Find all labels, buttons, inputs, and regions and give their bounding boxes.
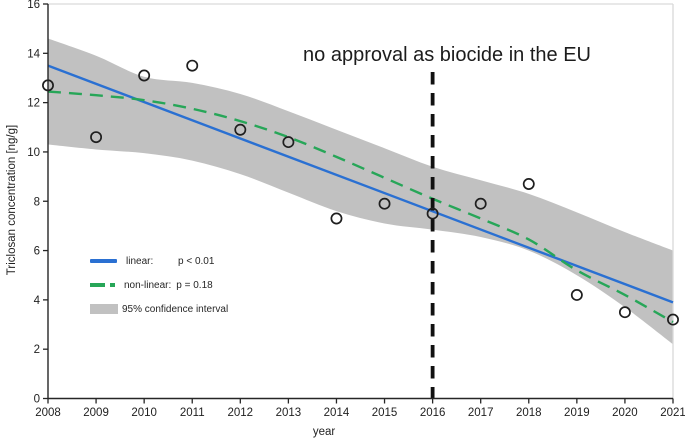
data-point-2014 xyxy=(330,212,343,225)
y-tick-label: 16 xyxy=(27,0,40,11)
data-point-2009 xyxy=(90,131,103,144)
x-tick-label: 2017 xyxy=(468,407,494,419)
data-point-2016 xyxy=(426,207,439,220)
x-tick-label: 2020 xyxy=(612,407,638,419)
data-point-2018 xyxy=(522,178,535,190)
data-point-2019 xyxy=(570,288,583,301)
y-tick-label: 6 xyxy=(34,246,40,258)
legend: linear: p < 0.01 non-linear: p = 0.18 95… xyxy=(90,249,228,321)
x-tick-label: 2013 xyxy=(276,407,302,419)
legend-item-linear: linear: p < 0.01 xyxy=(90,249,228,273)
y-axis-title: Triclosan concentration [ng/g] xyxy=(6,124,18,276)
x-axis-title: year xyxy=(312,426,336,438)
axes: 0 2 4 6 8 10 12 14 16 2008 2009 2010 2011 2012 2013 201… xyxy=(27,0,685,419)
x-tick-label: 2014 xyxy=(324,407,350,419)
confidence-band xyxy=(48,38,673,345)
vline-annotation: no approval as biocide in the EU xyxy=(303,44,591,66)
x-tick-label: 2016 xyxy=(420,407,446,419)
x-tick-label: 2008 xyxy=(35,407,61,419)
legend-linear-label: linear: xyxy=(126,255,154,267)
ci-band-swatch xyxy=(90,304,118,314)
data-point-2017 xyxy=(474,197,487,210)
legend-nonlinear-pvalue: p = 0.18 xyxy=(176,279,213,291)
y-tick-label: 0 xyxy=(34,394,40,406)
y-tick-label: 2 xyxy=(34,344,40,356)
legend-item-nonlinear: non-linear: p = 0.18 xyxy=(90,273,228,297)
x-tick-label: 2011 xyxy=(180,407,205,419)
data-point-2011 xyxy=(186,59,199,72)
x-tick-label: 2018 xyxy=(516,407,542,419)
legend-item-ci: 95% confidence interval xyxy=(90,297,228,321)
data-point-2010 xyxy=(138,69,151,82)
x-tick-label: 2012 xyxy=(228,407,254,419)
legend-linear-pvalue: p < 0.01 xyxy=(178,255,215,267)
linear-fit-line xyxy=(47,64,674,304)
data-point-2012 xyxy=(234,123,247,136)
x-tick-label: 2010 xyxy=(131,407,157,419)
nonlinear-fit-curve xyxy=(47,90,674,324)
data-point-2015 xyxy=(378,197,391,210)
legend-nonlinear-label: non-linear: xyxy=(124,279,172,291)
y-tick-label: 14 xyxy=(27,48,40,60)
x-tick-label: 2009 xyxy=(83,407,109,419)
nonlinear-line-swatch xyxy=(90,283,115,287)
data-point-2021 xyxy=(667,313,679,326)
x-tick-label: 2021 xyxy=(660,407,685,419)
y-tick-label: 4 xyxy=(34,295,41,307)
data-point-2020 xyxy=(618,306,631,319)
y-tick-label: 12 xyxy=(27,98,40,110)
y-tick-label: 8 xyxy=(34,196,40,208)
x-tick-label: 2015 xyxy=(372,407,398,419)
data-point-2013 xyxy=(282,136,295,149)
x-tick-label: 2019 xyxy=(564,407,590,419)
y-tick-label: 10 xyxy=(27,147,40,159)
linear-line-swatch xyxy=(90,259,117,263)
legend-ci-label: 95% confidence interval xyxy=(122,303,229,315)
